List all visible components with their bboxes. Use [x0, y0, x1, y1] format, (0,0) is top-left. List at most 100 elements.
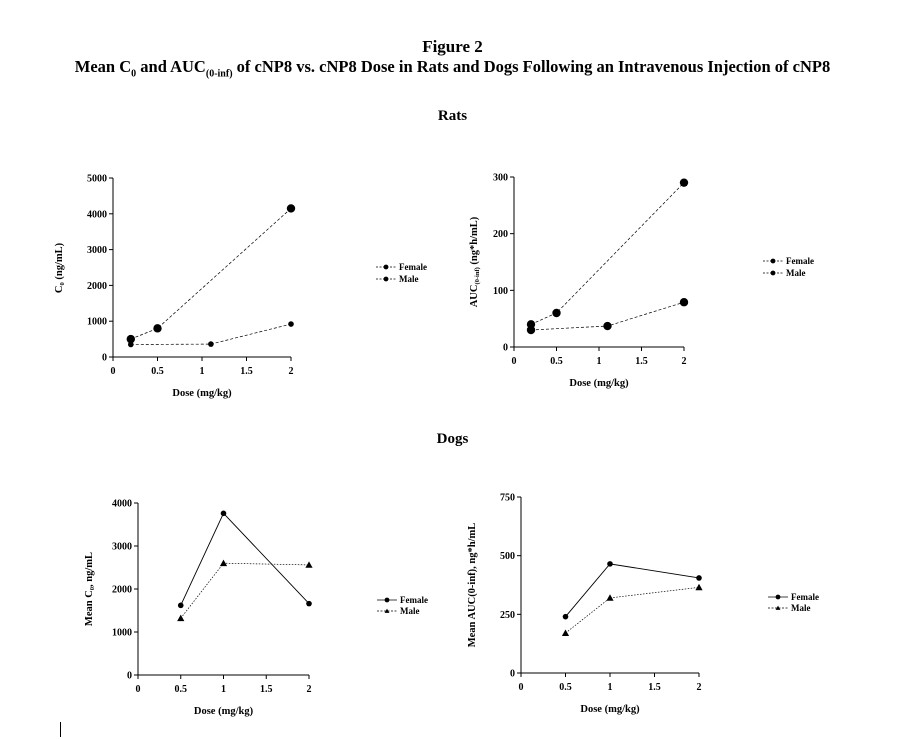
data-point-female: [177, 602, 184, 609]
legend-marker-female: [770, 258, 776, 264]
data-point-female: [603, 321, 612, 331]
y-tick-label: 750: [500, 493, 515, 504]
data-point-male: [305, 561, 313, 568]
legend-label-male: Male: [399, 274, 419, 284]
x-tick-label: 0.5: [559, 682, 572, 693]
data-point-female: [679, 298, 689, 307]
x-tick-label: 0: [512, 356, 517, 367]
x-axis-label: Dose (mg/kg): [569, 378, 629, 389]
y-tick-label: 0: [127, 671, 132, 682]
series-line-female: [565, 563, 700, 617]
data-point-female: [306, 600, 312, 607]
x-tick-label: 0: [136, 684, 141, 695]
data-point-male: [606, 594, 614, 601]
data-point-male: [552, 308, 561, 318]
legend-marker-male: [383, 276, 389, 282]
y-tick-label: 1000: [87, 317, 107, 328]
data-point-female: [607, 561, 613, 567]
x-tick-label: 0: [111, 366, 116, 377]
legend-label-male: Male: [786, 268, 806, 278]
x-tick-label: 2: [289, 366, 294, 377]
axis-label-part: (ng*h/mL): [469, 216, 480, 267]
data-point-female: [288, 321, 294, 327]
data-point-female: [220, 510, 227, 517]
data-point-male: [526, 320, 536, 329]
subtitle-part: Mean C: [74, 57, 132, 76]
subtitle-part: (0-inf): [205, 68, 233, 80]
subtitle-part: 0: [131, 68, 137, 80]
data-point-female: [696, 575, 702, 581]
axis-label-part: 0: [59, 282, 66, 285]
y-tick-label: 2000: [112, 585, 132, 596]
x-tick-label: 1: [597, 356, 602, 367]
axis-label-part: Mean C: [84, 590, 95, 626]
x-tick-label: 1: [200, 366, 205, 377]
figure-subtitle: Mean C0 and AUC(0-inf) of cNP8 vs. cNP8 …: [0, 57, 905, 79]
data-point-male: [153, 324, 162, 333]
subtitle-part: and AUC: [136, 57, 206, 76]
x-tick-label: 0.5: [175, 684, 188, 695]
axis-label-part: (0-inf): [474, 267, 481, 284]
x-tick-label: 2: [697, 682, 702, 693]
x-tick-label: 2: [682, 356, 687, 367]
series-line-male: [565, 586, 700, 634]
x-tick-label: 1.5: [260, 684, 273, 695]
y-axis-label: C0 (ng/mL): [54, 242, 66, 293]
rats-section-heading: Rats: [437, 108, 468, 124]
dogs-section-heading: Dogs: [436, 431, 469, 447]
legend-label-female: Female: [399, 262, 427, 272]
legend-label-male: Male: [400, 606, 420, 616]
legend-marker-female: [383, 264, 389, 270]
chart-2: 0 0.5 1 1.5 2 0 100 200 300 Dose (mg/kg) AUC(0-inf…: [469, 173, 814, 390]
x-tick-label: 0.5: [151, 366, 164, 377]
subtitle-part: of cNP8 vs. cNP8 Dose in Rats and Dogs F…: [232, 57, 831, 76]
x-tick-label: 0: [519, 682, 524, 693]
y-axis-label: Mean AUC(0-inf), ng*h/mL: [467, 523, 478, 648]
data-point-male: [219, 559, 228, 567]
axis-label-part: AUC: [469, 285, 480, 308]
y-tick-label: 250: [500, 610, 515, 621]
chart-4: 0 0.5 1 1.5 2 0 250 500 750 Dose (mg/kg) Mean AUC(…: [467, 493, 819, 716]
x-axis-label: Dose (mg/kg): [194, 706, 254, 717]
y-tick-label: 4000: [87, 209, 107, 220]
x-tick-label: 1.5: [635, 356, 648, 367]
data-point-male: [126, 334, 135, 344]
legend-marker-male: [775, 605, 781, 610]
y-axis-label: Mean C0, ng/mL: [84, 552, 96, 626]
y-tick-label: 5000: [87, 174, 107, 185]
legend-marker-female: [775, 594, 781, 600]
axis-label-part: 0: [89, 587, 96, 590]
y-tick-label: 0: [503, 343, 508, 354]
y-tick-label: 3000: [87, 245, 107, 256]
y-tick-label: 100: [493, 286, 508, 297]
data-point-male: [561, 629, 570, 636]
x-axis-label: Dose (mg/kg): [172, 388, 232, 399]
y-tick-label: 500: [500, 551, 515, 562]
series-line-male: [130, 208, 292, 340]
chart-3: 0 0.5 1 1.5 2 0 1000 2000 3000 4000 Dose (mg/kg) Me…: [84, 499, 428, 718]
y-tick-label: 1000: [112, 628, 132, 639]
axis-label-part: Mean AUC(0-inf), ng*h/mL: [467, 523, 478, 648]
data-point-female: [208, 341, 214, 347]
legend-marker-male: [384, 608, 390, 613]
chart-1: 0 0.5 1 1.5 2 0 1000 2000 3000 4000 5000 Dose (mg/k…: [54, 174, 427, 400]
figure-title: Figure 2: [422, 37, 483, 56]
text-cursor: [60, 722, 61, 737]
x-tick-label: 1.5: [648, 682, 661, 693]
data-point-female: [128, 341, 134, 348]
data-point-male: [695, 583, 703, 591]
axis-label-part: , ng/mL: [84, 552, 95, 587]
x-tick-label: 0.5: [550, 356, 563, 367]
data-point-male: [679, 178, 689, 187]
series-line-male: [530, 182, 685, 325]
data-point-male: [286, 204, 296, 213]
series-line-male: [180, 562, 310, 619]
y-tick-label: 300: [493, 173, 508, 184]
legend-label-female: Female: [786, 256, 814, 266]
y-tick-label: 4000: [112, 499, 132, 510]
data-point-female: [562, 613, 569, 620]
legend-marker-male: [770, 270, 776, 276]
x-axis-label: Dose (mg/kg): [580, 704, 640, 715]
y-axis-label: AUC(0-inf) (ng*h/mL): [469, 216, 481, 307]
